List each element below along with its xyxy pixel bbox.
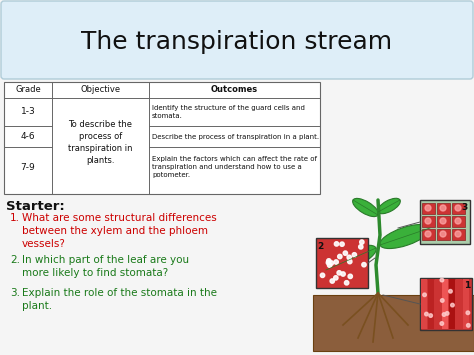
FancyBboxPatch shape — [1, 1, 473, 79]
Circle shape — [347, 255, 351, 260]
Circle shape — [423, 293, 426, 297]
Circle shape — [334, 260, 338, 264]
Text: Starter:: Starter: — [6, 200, 65, 213]
Bar — [452, 229, 465, 240]
Text: In which part of the leaf are you
more likely to find stomata?: In which part of the leaf are you more l… — [22, 255, 189, 278]
Circle shape — [343, 251, 347, 255]
Circle shape — [429, 314, 432, 317]
Circle shape — [337, 254, 342, 259]
Circle shape — [440, 218, 446, 224]
Ellipse shape — [353, 198, 378, 217]
Bar — [452, 216, 465, 227]
Bar — [428, 279, 434, 329]
Bar — [437, 203, 450, 214]
Circle shape — [466, 311, 470, 315]
Circle shape — [440, 205, 446, 211]
Circle shape — [440, 278, 444, 282]
Text: 3: 3 — [462, 203, 468, 212]
Text: Explain the role of the stomata in the
plant.: Explain the role of the stomata in the p… — [22, 288, 217, 311]
Bar — [435, 279, 441, 329]
Text: Grade: Grade — [15, 86, 41, 94]
Text: 7-9: 7-9 — [21, 163, 36, 171]
Circle shape — [328, 263, 332, 267]
Text: 1.: 1. — [10, 213, 20, 223]
Circle shape — [359, 245, 363, 249]
Circle shape — [362, 262, 366, 267]
Ellipse shape — [380, 224, 430, 248]
Circle shape — [440, 322, 444, 325]
Circle shape — [446, 312, 449, 315]
Circle shape — [425, 218, 431, 224]
Circle shape — [425, 312, 428, 316]
Bar — [449, 279, 455, 329]
Circle shape — [451, 303, 454, 307]
Bar — [422, 203, 435, 214]
Circle shape — [455, 218, 461, 224]
Circle shape — [455, 205, 461, 211]
Bar — [422, 216, 435, 227]
Text: 2: 2 — [317, 242, 323, 251]
Bar — [437, 229, 450, 240]
Text: Objective: Objective — [81, 86, 120, 94]
Text: What are some structural differences
between the xylem and the phloem
vessels?: What are some structural differences bet… — [22, 213, 217, 250]
Circle shape — [340, 242, 344, 246]
Circle shape — [320, 273, 325, 278]
Bar — [313, 295, 474, 351]
Circle shape — [466, 323, 470, 327]
Circle shape — [425, 205, 431, 211]
Bar — [442, 279, 448, 329]
Circle shape — [334, 276, 338, 280]
Bar — [456, 279, 462, 329]
Text: Describe the process of transpiration in a plant.: Describe the process of transpiration in… — [152, 133, 319, 140]
Circle shape — [341, 272, 345, 276]
Circle shape — [327, 259, 331, 263]
Ellipse shape — [378, 198, 401, 214]
Text: Explain the factors which can affect the rate of
transpiration and understand ho: Explain the factors which can affect the… — [152, 157, 317, 178]
Circle shape — [345, 280, 349, 285]
Circle shape — [440, 231, 446, 237]
Bar — [422, 229, 435, 240]
Circle shape — [425, 231, 431, 237]
Circle shape — [330, 279, 335, 283]
Bar — [452, 203, 465, 214]
Bar — [316, 238, 368, 288]
Text: 3.: 3. — [10, 288, 20, 298]
Bar — [421, 279, 427, 329]
Bar — [437, 216, 450, 227]
Bar — [4, 82, 320, 194]
Bar — [420, 278, 472, 330]
Bar — [463, 279, 469, 329]
Circle shape — [337, 271, 341, 275]
Text: To describe the
process of
transpiration in
plants.: To describe the process of transpiration… — [68, 120, 133, 165]
Circle shape — [326, 261, 331, 265]
Circle shape — [348, 274, 353, 279]
Bar — [420, 200, 470, 244]
Circle shape — [455, 231, 461, 237]
Circle shape — [334, 242, 339, 246]
Text: Outcomes: Outcomes — [211, 86, 258, 94]
Circle shape — [449, 289, 452, 293]
Circle shape — [440, 299, 444, 302]
Circle shape — [360, 240, 364, 244]
Text: 2.: 2. — [10, 255, 20, 265]
Text: 4-6: 4-6 — [21, 132, 35, 141]
Text: Identify the structure of the guard cells and
stomata.: Identify the structure of the guard cell… — [152, 105, 305, 119]
Circle shape — [352, 253, 356, 257]
Circle shape — [329, 261, 334, 265]
Ellipse shape — [326, 245, 376, 273]
Text: The transpiration stream: The transpiration stream — [82, 30, 392, 54]
Text: 1: 1 — [464, 281, 470, 290]
Text: 1-3: 1-3 — [21, 108, 36, 116]
Circle shape — [347, 260, 352, 264]
Circle shape — [442, 313, 446, 316]
